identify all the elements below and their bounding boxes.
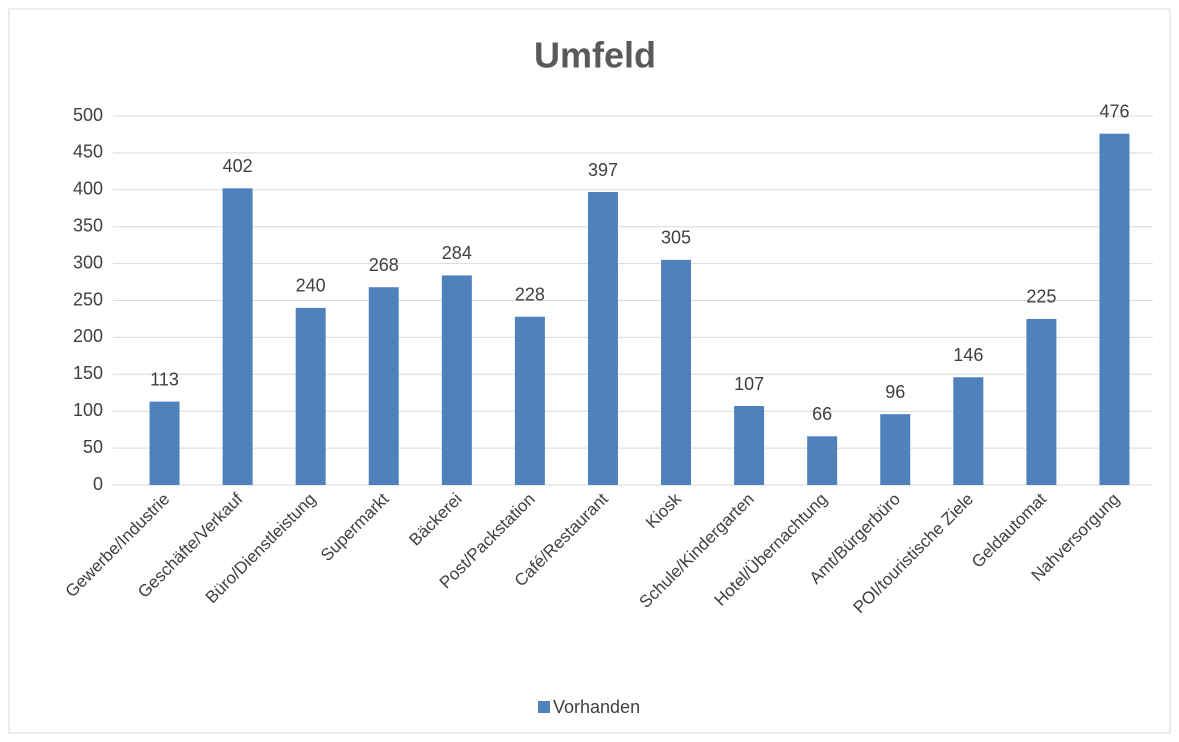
y-tick-label: 350 bbox=[73, 215, 103, 235]
data-label: 305 bbox=[661, 228, 691, 248]
data-label: 268 bbox=[369, 255, 399, 275]
chart-title: Umfeld bbox=[534, 35, 656, 76]
data-label: 146 bbox=[953, 345, 983, 365]
data-label: 225 bbox=[1026, 287, 1056, 307]
legend-swatch bbox=[538, 701, 550, 713]
bar bbox=[661, 259, 692, 485]
data-label: 107 bbox=[734, 374, 764, 394]
y-tick-label: 450 bbox=[73, 142, 103, 162]
legend-label: Vorhanden bbox=[553, 697, 640, 717]
y-tick-label: 150 bbox=[73, 363, 103, 383]
y-tick-label: 400 bbox=[73, 179, 103, 199]
y-tick-label: 100 bbox=[73, 400, 103, 420]
bar bbox=[807, 436, 838, 485]
y-tick-label: 300 bbox=[73, 252, 103, 272]
bar bbox=[222, 188, 253, 485]
bar bbox=[1099, 133, 1130, 485]
data-label: 397 bbox=[588, 160, 618, 180]
data-label: 96 bbox=[885, 382, 905, 402]
data-label: 402 bbox=[223, 156, 253, 176]
y-tick-label: 50 bbox=[83, 437, 103, 457]
bar bbox=[587, 192, 618, 485]
bar bbox=[514, 316, 545, 485]
bar bbox=[734, 406, 765, 485]
y-tick-label: 250 bbox=[73, 289, 103, 309]
bar bbox=[1026, 318, 1057, 485]
y-tick-label: 200 bbox=[73, 326, 103, 346]
bar bbox=[149, 401, 180, 485]
data-label: 66 bbox=[812, 404, 832, 424]
bar bbox=[953, 377, 984, 485]
data-label: 240 bbox=[296, 276, 326, 296]
y-tick-label: 0 bbox=[93, 474, 103, 494]
data-label: 476 bbox=[1099, 101, 1129, 121]
bar bbox=[880, 414, 911, 485]
data-label: 113 bbox=[150, 369, 179, 389]
data-label: 284 bbox=[442, 243, 472, 263]
bar bbox=[295, 307, 326, 485]
bar bbox=[441, 275, 472, 485]
bar bbox=[368, 287, 399, 485]
data-label: 228 bbox=[515, 284, 545, 304]
y-tick-label: 500 bbox=[73, 105, 103, 125]
